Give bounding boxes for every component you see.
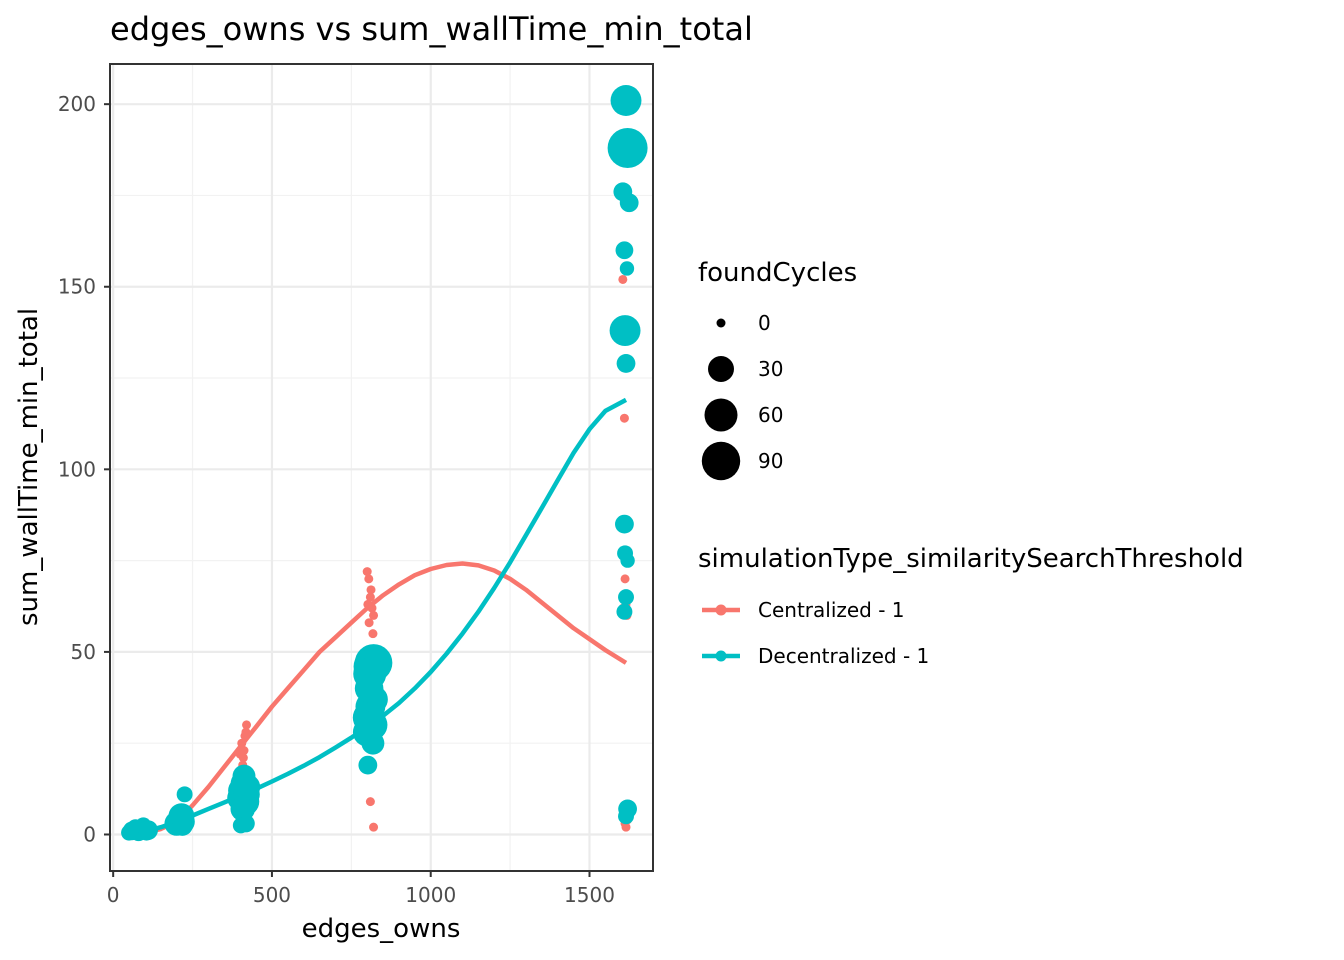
data-point-series-1 [609, 315, 641, 347]
data-point-series-0 [619, 413, 629, 423]
data-point-series-0 [237, 738, 247, 748]
y-tick-label: 200 [58, 92, 96, 116]
data-point-series-1 [354, 674, 384, 703]
size-legend-key [704, 398, 738, 432]
data-point-series-1 [234, 774, 261, 801]
data-point-series-1 [232, 817, 249, 834]
y-tick-label: 0 [83, 822, 96, 846]
data-point-series-0 [364, 618, 374, 628]
data-point-series-1 [619, 193, 639, 213]
data-point-series-0 [369, 610, 379, 620]
data-point-series-0 [242, 720, 252, 730]
y-tick-label: 50 [71, 640, 96, 664]
data-point-series-0 [365, 797, 375, 807]
color-legend-key [715, 604, 727, 616]
y-axis: 0 50 100 150 200 [58, 92, 110, 846]
size-legend-label: 90 [758, 449, 783, 473]
color-legend-title: simulationType_similaritySearchThreshold [698, 544, 1244, 574]
size-legend-title: foundCycles [698, 258, 857, 288]
x-tick-label: 0 [107, 883, 120, 907]
data-point-series-0 [241, 727, 251, 737]
data-point-series-1 [356, 709, 388, 741]
data-point-series-0 [363, 599, 373, 609]
y-axis-title: sum_wallTime_min_total [14, 308, 44, 626]
color-legend-label: Centralized - 1 [758, 598, 905, 622]
data-point-series-0 [620, 574, 630, 584]
size-legend-key [708, 356, 734, 382]
data-point-series-0 [239, 745, 249, 755]
y-tick-label: 100 [58, 457, 96, 481]
data-point-series-0 [366, 585, 376, 595]
data-point-series-1 [138, 824, 155, 841]
data-point-series-1 [176, 786, 193, 803]
chart-title: edges_owns vs sum_wallTime_min_total [110, 10, 753, 48]
data-point-series-1 [615, 241, 634, 260]
grid-minor [110, 64, 653, 871]
data-point-series-0 [364, 574, 374, 584]
size-legend: 0 30 60 90 [701, 311, 783, 481]
data-point-series-0 [368, 629, 378, 639]
data-point-series-1 [358, 755, 378, 775]
y-tick-label: 150 [58, 275, 96, 299]
x-tick-label: 1000 [405, 883, 456, 907]
data-point-series-1 [618, 808, 634, 825]
data-point-series-0 [238, 753, 248, 763]
size-legend-key [716, 318, 726, 328]
x-tick-label: 1500 [564, 883, 615, 907]
size-legend-label: 60 [758, 403, 783, 427]
x-tick-label: 500 [253, 883, 291, 907]
data-point-series-1 [171, 814, 193, 836]
data-point-series-1 [620, 553, 635, 568]
data-point-series-1 [230, 796, 255, 822]
color-legend-key [715, 650, 727, 662]
size-legend-label: 0 [758, 311, 771, 335]
data-point-series-1 [616, 603, 633, 620]
grid-major [110, 64, 653, 871]
data-point-series-0 [621, 822, 631, 832]
data-point-series-1 [616, 354, 636, 373]
size-legend-key [701, 441, 741, 481]
data-point-series-0 [365, 592, 375, 602]
x-axis-title: edges_owns [302, 914, 461, 944]
trend-line-series-0 [130, 561, 628, 837]
x-axis: 0 500 1000 1500 [107, 871, 615, 907]
color-legend: Centralized - 1 Decentralized - 1 [702, 598, 929, 668]
data-point-series-1 [618, 589, 634, 606]
data-point-series-0 [369, 822, 379, 832]
color-legend-label: Decentralized - 1 [758, 644, 929, 668]
data-point-series-1 [610, 85, 642, 116]
data-point-series-0 [362, 567, 372, 577]
data-points [121, 85, 648, 842]
data-point-series-1 [619, 261, 635, 276]
plot-border [109, 63, 654, 872]
size-legend-label: 30 [758, 357, 783, 381]
data-point-series-1 [615, 514, 634, 534]
data-point-series-1 [361, 731, 385, 755]
data-point-series-1 [607, 127, 648, 168]
data-point-series-0 [618, 274, 628, 284]
